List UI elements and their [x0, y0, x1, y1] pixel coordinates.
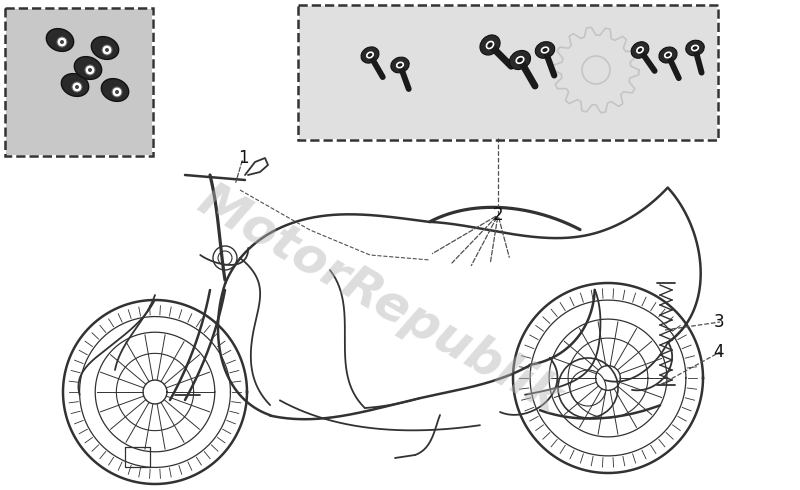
Circle shape — [102, 45, 112, 55]
Text: 4: 4 — [714, 343, 724, 361]
Bar — [5, 8, 153, 156]
Ellipse shape — [46, 28, 74, 51]
Circle shape — [57, 37, 67, 47]
Circle shape — [75, 85, 79, 89]
Ellipse shape — [102, 78, 129, 101]
Ellipse shape — [391, 57, 409, 73]
Ellipse shape — [62, 74, 89, 97]
Bar — [298, 5, 718, 140]
Ellipse shape — [631, 42, 649, 58]
Bar — [299, 6, 717, 139]
Text: 1: 1 — [238, 149, 248, 167]
Circle shape — [72, 82, 82, 92]
Ellipse shape — [91, 37, 118, 59]
Circle shape — [115, 90, 119, 94]
Text: MotorRepublik: MotorRepublik — [190, 176, 570, 424]
Bar — [6, 9, 152, 155]
Ellipse shape — [361, 47, 379, 63]
Ellipse shape — [510, 50, 530, 70]
Ellipse shape — [480, 35, 500, 55]
Text: 3: 3 — [714, 313, 724, 331]
Ellipse shape — [686, 40, 704, 56]
Text: 2: 2 — [493, 206, 503, 224]
Circle shape — [88, 68, 92, 72]
Circle shape — [85, 65, 95, 75]
Ellipse shape — [74, 57, 102, 79]
Ellipse shape — [659, 47, 677, 63]
Circle shape — [60, 40, 64, 44]
Circle shape — [105, 48, 109, 52]
Ellipse shape — [535, 42, 554, 58]
Circle shape — [112, 87, 122, 97]
